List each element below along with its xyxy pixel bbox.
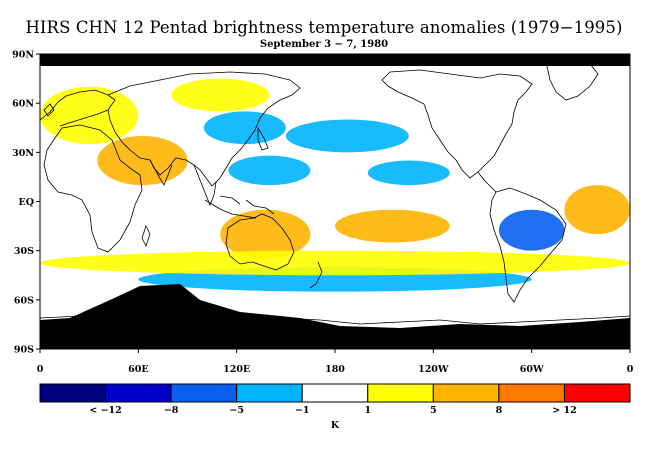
coast-uk (43, 103, 55, 117)
coast-japan (257, 126, 269, 151)
colorbar-swatch (39, 383, 107, 403)
anomaly-region (285, 119, 409, 153)
coast-india (149, 159, 173, 186)
lon-tick-label: 0 (627, 364, 634, 375)
colorbar-labels: < −12 −8 −5 −1 1 5 8 > 12 (89, 405, 576, 416)
colorbar-label: −5 (229, 405, 244, 416)
latitude-axis: 90N 60N 30N EQ 30S 60S 90S (12, 50, 40, 356)
coast-madagascar (141, 224, 151, 248)
coast-africa (43, 124, 143, 253)
anomaly-region (498, 209, 565, 251)
coast-new-zealand (309, 261, 323, 289)
lat-tick-label: 30N (12, 148, 34, 159)
anomaly-region (228, 155, 311, 186)
lat-tick-label: 60S (14, 295, 34, 306)
colorbar-label: > 12 (552, 405, 577, 416)
lat-tick-label: 90N (12, 50, 34, 61)
anomaly-region (203, 111, 286, 145)
coast-north-america (381, 69, 533, 179)
colorbar-label: 1 (364, 405, 371, 416)
anomaly-field (40, 54, 630, 349)
missing-data-north (40, 54, 630, 66)
lon-tick-label: 120E (223, 364, 250, 375)
anomaly-region (367, 160, 450, 186)
colorbar (39, 383, 631, 403)
coastlines (40, 59, 630, 325)
colorbar-label: −1 (295, 405, 310, 416)
colorbar-label: −8 (164, 405, 179, 416)
colorbar-swatch (105, 383, 172, 403)
lon-tick-label: 180 (325, 364, 345, 375)
map-subtitle: September 3 − 7, 1980 (259, 39, 389, 50)
colorbar-swatch (432, 383, 500, 403)
colorbar-swatch (498, 383, 565, 403)
lat-tick-label: 60N (12, 99, 34, 110)
anomaly-region (564, 185, 630, 235)
anomaly-region (171, 78, 270, 112)
missing-data-antarctica (40, 284, 630, 349)
coast-central-america (477, 171, 497, 193)
colorbar-unit: K (331, 420, 340, 431)
anomaly-region (40, 86, 139, 145)
anomaly-region (40, 250, 630, 276)
lon-tick-label: 120W (418, 364, 449, 375)
coast-antarctica (40, 309, 630, 325)
map-title: HIRS CHN 12 Pentad brightness temperatur… (25, 18, 623, 37)
colorbar-label: < −12 (89, 405, 121, 416)
coast-indonesia (204, 195, 275, 219)
coast-asia (107, 71, 301, 187)
anomaly-region (335, 209, 450, 243)
lat-tick-label: 30S (14, 246, 34, 257)
anomaly-region (97, 135, 188, 186)
lon-tick-label: 60E (128, 364, 148, 375)
colorbar-swatch (301, 383, 369, 403)
lon-tick-label: 0 (37, 364, 44, 375)
longitude-axis: 0 60E 120E 180 120W 60W 0 (37, 349, 634, 375)
colorbar-swatch (367, 383, 434, 403)
coast-australia (225, 213, 295, 271)
coast-greenland (545, 59, 599, 101)
lon-tick-label: 60W (520, 364, 544, 375)
lat-tick-label: EQ (18, 197, 34, 208)
colorbar-label: 8 (496, 405, 503, 416)
coast-indochina (193, 164, 217, 207)
coast-south-america (489, 187, 567, 303)
colorbar-label: 5 (430, 405, 437, 416)
colorbar-swatch (170, 383, 238, 403)
lat-tick-label: 90S (14, 345, 34, 356)
colorbar-swatch (236, 383, 303, 403)
colorbar-swatch (563, 383, 631, 403)
anomaly-region (220, 209, 311, 259)
